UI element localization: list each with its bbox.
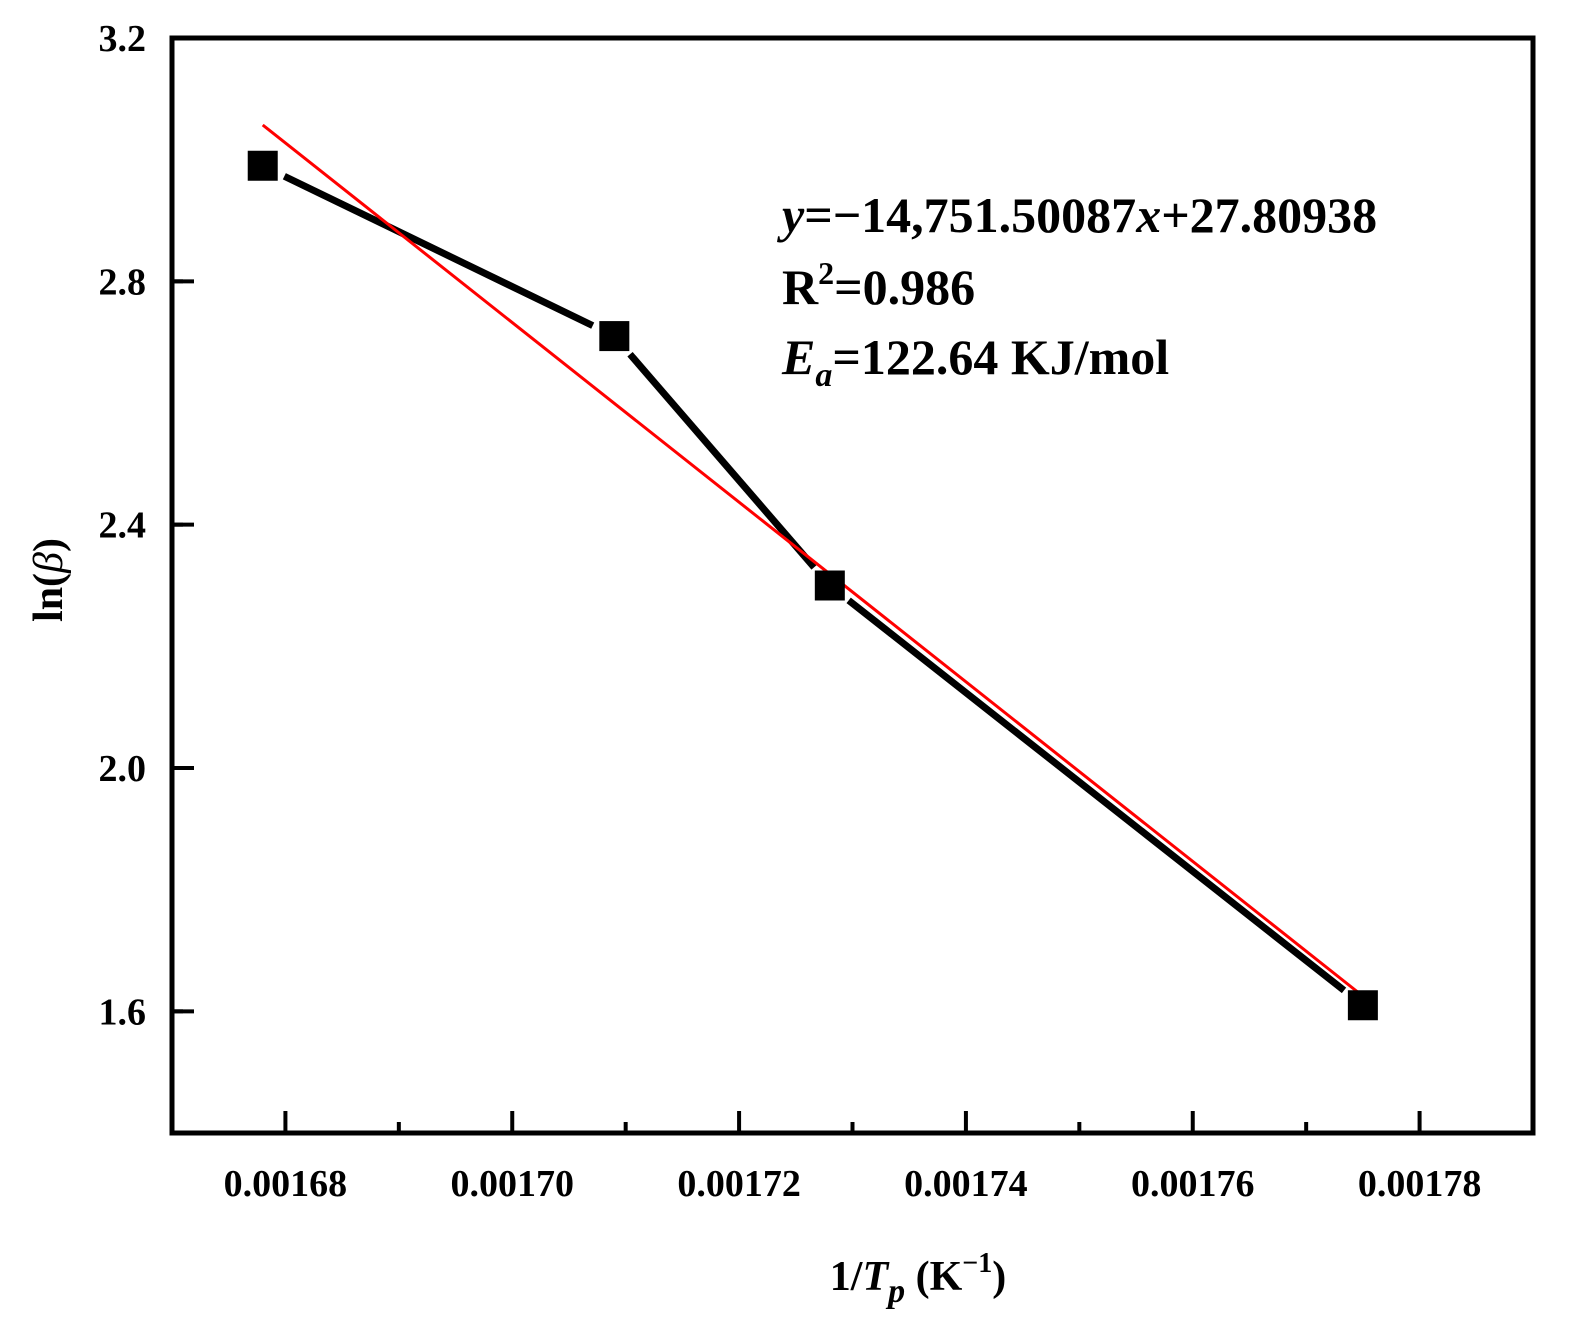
data-point-marker [599,321,630,352]
data-point-marker [814,570,845,601]
ea-sub: a [815,357,832,394]
y-axis-title: ln(β) [26,538,72,622]
x-axis-title: 1/Tp (K−1) [830,1248,1006,1310]
x-axis-title-prefix: 1/ [830,1254,864,1300]
data-line-segment [846,597,1347,994]
r2-sup: 2 [818,255,834,291]
x-axis-title-sub: p [885,1273,905,1310]
x-axis-title-unit-open: (K [905,1254,962,1300]
y-axis-title-var: β [26,552,72,574]
equation-x: x [1135,187,1161,243]
data-point-marker [1347,990,1378,1021]
x-tick-label: 0.00176 [1131,1163,1255,1205]
activation-energy-annotation: Ea=122.64 KJ/mol [781,329,1169,394]
y-tick-label: 2.4 [99,505,147,547]
axes-layer: 0.00168 0.00170 0.00172 0.00174 0.00176 0.001… [99,18,1536,1205]
equation-intercept: +27.80938 [1161,187,1377,243]
x-tick-label: 0.00168 [224,1163,348,1205]
data-point-marker [247,150,278,181]
equation-slope: =−14,751.50087 [804,187,1136,243]
r-squared-annotation: R2=0.986 [782,255,975,315]
x-axis-title-var: T [862,1254,890,1300]
ea-base: E [781,329,815,385]
y-tick-label: 2.8 [99,261,147,303]
data-line-segment [627,351,817,570]
fit-line [261,123,1364,998]
x-tick-label: 0.00172 [677,1163,801,1205]
y-axis-title-suffix: ) [26,538,72,552]
x-axis-title-unit-sup: −1 [962,1248,992,1279]
y-tick-label: 3.2 [99,18,147,60]
x-tick-label: 0.00174 [904,1163,1028,1205]
equation-y: y [777,187,805,243]
x-axis-title-unit-close: ) [992,1254,1006,1300]
y-tick-label: 1.6 [99,991,147,1033]
y-tick-label: 2.0 [99,748,147,790]
r2-base: R [782,259,819,315]
equation-annotation: y=−14,751.50087x+27.80938 [777,187,1377,243]
ea-value: =122.64 KJ/mol [832,329,1169,385]
plot-layer [247,123,1378,1021]
data-line-segment [282,173,595,329]
y-axis-title-prefix: ln( [26,573,72,622]
r2-value: =0.986 [834,259,975,315]
x-tick-label: 0.00170 [451,1163,575,1205]
x-tick-label: 0.00178 [1358,1163,1482,1205]
